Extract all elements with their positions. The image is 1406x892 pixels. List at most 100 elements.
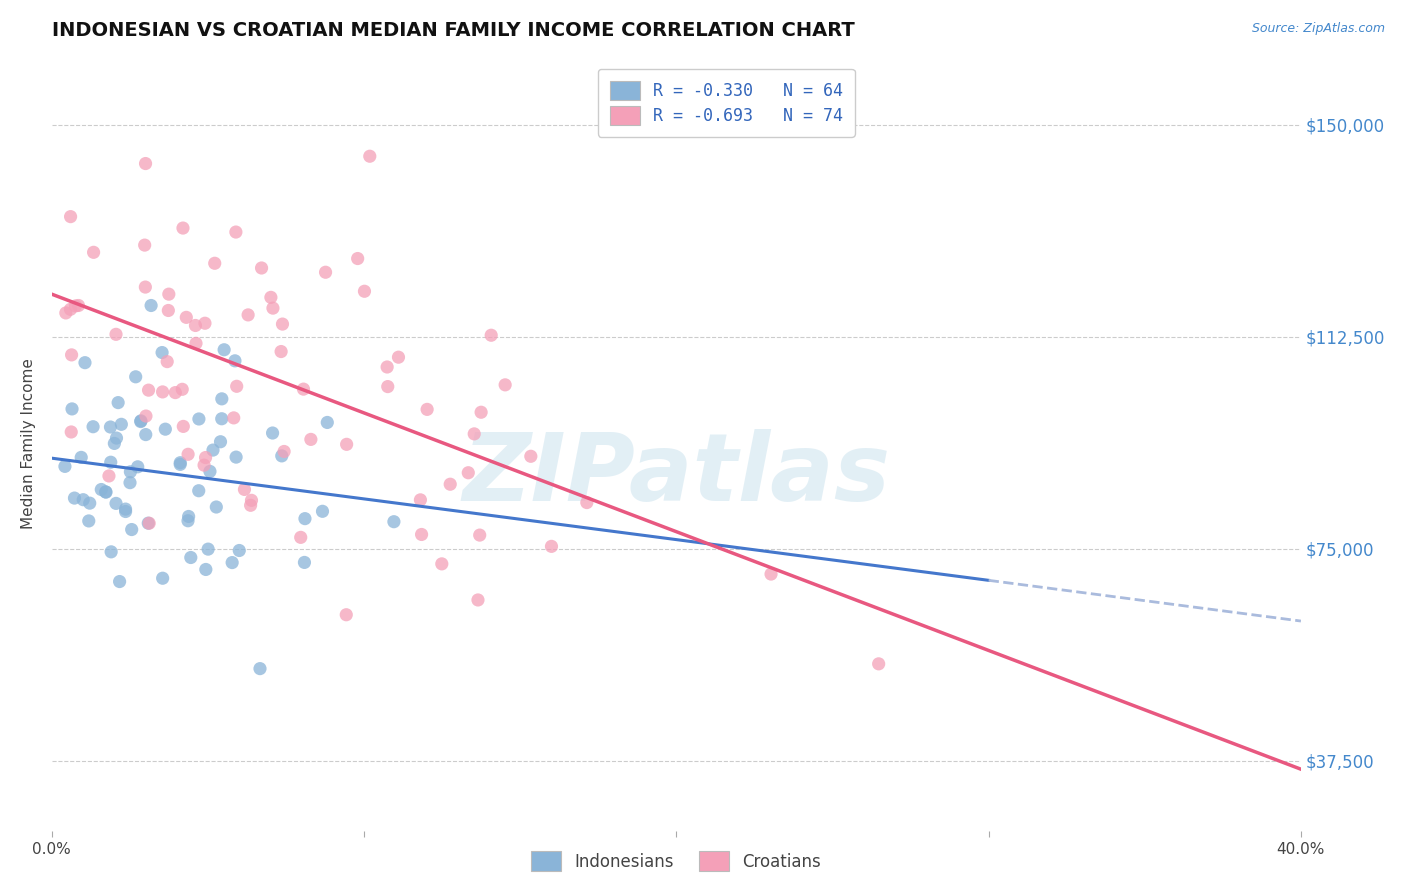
Point: [165, 385, 187, 400]
Point: [409, 492, 432, 507]
Point: [135, 409, 157, 423]
Point: [353, 285, 375, 299]
Legend: Indonesians, Croatians: Indonesians, Croatians: [524, 845, 828, 878]
Point: [73, 356, 96, 370]
Point: [439, 477, 461, 491]
Point: [187, 483, 209, 498]
Point: [377, 379, 399, 393]
Point: [468, 528, 491, 542]
Point: [114, 502, 136, 516]
Point: [250, 260, 273, 275]
Point: [176, 310, 198, 325]
Point: [105, 327, 128, 342]
Point: [172, 221, 194, 235]
Point: [457, 466, 479, 480]
Point: [103, 436, 125, 450]
Point: [262, 425, 284, 440]
Point: [211, 411, 233, 425]
Point: [184, 336, 207, 351]
Point: [375, 359, 398, 374]
Point: [60, 425, 83, 439]
Point: [172, 382, 194, 396]
Point: [316, 416, 339, 430]
Point: [290, 530, 312, 544]
Point: [299, 433, 322, 447]
Point: [249, 662, 271, 676]
Point: [157, 303, 180, 318]
Point: [193, 458, 215, 472]
Point: [222, 410, 245, 425]
Point: [177, 447, 200, 461]
Point: [70, 450, 93, 465]
Point: [90, 483, 112, 497]
Point: [59, 210, 82, 224]
Point: [463, 426, 485, 441]
Point: [294, 511, 316, 525]
Point: [136, 516, 159, 531]
Point: [97, 469, 120, 483]
Point: [868, 657, 890, 671]
Point: [194, 316, 217, 330]
Point: [59, 302, 82, 317]
Point: [262, 301, 284, 315]
Point: [494, 377, 516, 392]
Point: [65, 299, 87, 313]
Point: [60, 348, 83, 362]
Point: [240, 493, 263, 508]
Point: [233, 483, 256, 497]
Point: [387, 350, 409, 364]
Point: [294, 556, 316, 570]
Point: [575, 495, 598, 509]
Y-axis label: Median Family Income: Median Family Income: [21, 359, 35, 530]
Point: [135, 427, 157, 442]
Point: [94, 484, 117, 499]
Point: [221, 556, 243, 570]
Point: [177, 509, 200, 524]
Point: [411, 527, 433, 541]
Point: [82, 419, 104, 434]
Text: Source: ZipAtlas.com: Source: ZipAtlas.com: [1251, 22, 1385, 36]
Point: [225, 379, 247, 393]
Point: [118, 475, 141, 490]
Point: [60, 401, 83, 416]
Point: [53, 459, 76, 474]
Point: [100, 545, 122, 559]
Point: [63, 491, 86, 505]
Point: [520, 450, 543, 464]
Point: [759, 567, 782, 582]
Point: [72, 492, 94, 507]
Point: [204, 256, 226, 270]
Point: [187, 412, 209, 426]
Point: [139, 298, 162, 312]
Point: [198, 464, 221, 478]
Point: [359, 149, 381, 163]
Text: ZIPatlas: ZIPatlas: [463, 429, 890, 521]
Point: [100, 455, 122, 469]
Point: [382, 515, 405, 529]
Point: [228, 543, 250, 558]
Point: [260, 290, 283, 304]
Point: [155, 422, 177, 436]
Point: [129, 414, 152, 428]
Point: [107, 395, 129, 409]
Point: [83, 245, 105, 260]
Point: [416, 402, 439, 417]
Point: [150, 345, 173, 359]
Point: [270, 449, 292, 463]
Point: [479, 328, 502, 343]
Point: [430, 557, 453, 571]
Point: [271, 317, 294, 331]
Point: [129, 415, 152, 429]
Point: [225, 225, 247, 239]
Point: [110, 417, 132, 432]
Point: [55, 306, 77, 320]
Point: [205, 500, 228, 514]
Point: [94, 485, 117, 500]
Point: [311, 504, 333, 518]
Point: [100, 420, 122, 434]
Point: [120, 465, 142, 479]
Point: [152, 384, 174, 399]
Point: [209, 434, 232, 449]
Point: [236, 308, 259, 322]
Point: [156, 354, 179, 368]
